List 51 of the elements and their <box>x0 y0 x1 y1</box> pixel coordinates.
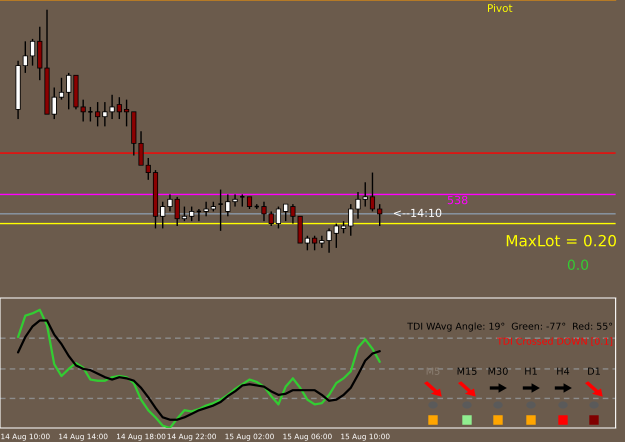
candlestick <box>334 222 339 249</box>
text: MaxLot = 0.20 <box>506 234 616 246</box>
text: TDI WAvg Angle: 19° Green: -77° Red: 55° <box>407 322 612 332</box>
candlestick <box>22 40 28 74</box>
candlestick <box>304 235 310 252</box>
text: <--14:10 <box>394 208 442 218</box>
text: M30 <box>488 367 508 375</box>
candlestick <box>355 191 361 220</box>
candlestick <box>160 201 166 230</box>
candlestick <box>66 72 72 110</box>
text: H4 <box>557 368 570 375</box>
text: M15 <box>458 368 477 375</box>
candlestick <box>312 235 318 252</box>
candlestick <box>225 194 230 217</box>
text: 0.0 <box>568 260 588 270</box>
candlestick <box>261 201 267 222</box>
candlestick <box>276 206 282 230</box>
candlestick <box>116 96 122 120</box>
candlestick <box>362 182 368 208</box>
candlestick <box>189 206 194 222</box>
candlestick <box>182 206 188 222</box>
candlestick <box>58 77 64 100</box>
text: TDI Crossed DOWN [0.1] <box>496 337 612 346</box>
candlestick <box>232 194 238 208</box>
candlestick <box>124 98 130 128</box>
candlestick <box>167 194 173 212</box>
candlestick <box>268 210 274 227</box>
candlestick <box>283 203 288 222</box>
text: 538 <box>448 196 468 204</box>
text: Pivot <box>488 4 512 12</box>
candlestick <box>30 38 36 66</box>
candlestick <box>370 172 376 212</box>
candlestick <box>95 101 100 128</box>
candlestick <box>290 203 296 224</box>
candlestick <box>319 235 324 249</box>
candlestick <box>146 157 151 181</box>
candlestick <box>110 94 115 120</box>
text: H1 <box>525 368 537 375</box>
text: D1 <box>588 368 600 375</box>
candlestick <box>174 196 180 227</box>
candlestick <box>326 228 332 254</box>
candlestick <box>210 201 216 212</box>
candlestick <box>80 98 86 122</box>
candlestick <box>204 201 209 217</box>
candlestick <box>246 196 252 210</box>
candlestick <box>340 220 346 234</box>
candlestick <box>377 203 382 227</box>
candlestick <box>102 101 108 128</box>
candlestick <box>348 203 354 236</box>
candlestick <box>138 130 144 166</box>
candlestick <box>52 86 57 120</box>
